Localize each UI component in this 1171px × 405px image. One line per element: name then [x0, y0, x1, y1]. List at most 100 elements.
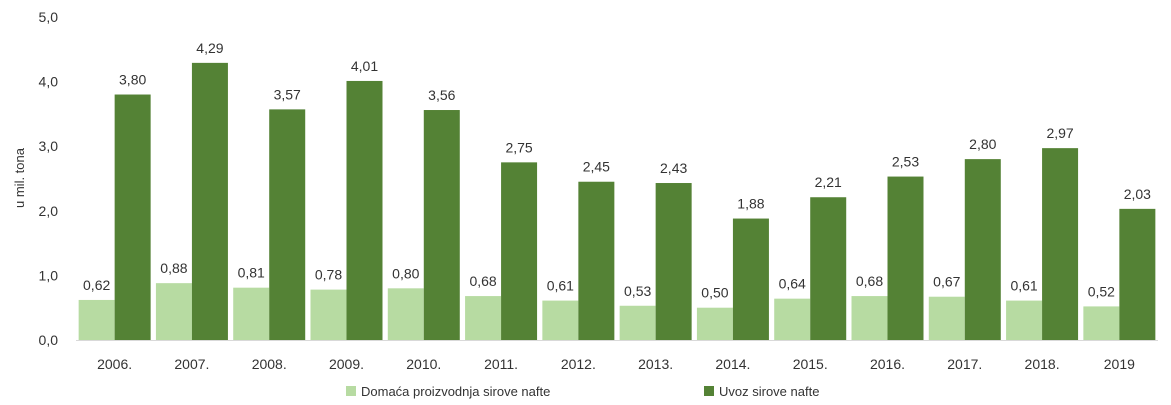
data-label-background	[927, 272, 966, 291]
data-label: 4,01	[351, 58, 378, 74]
y-tick-label: 3,0	[39, 138, 59, 154]
data-label: 0,62	[83, 277, 110, 293]
data-label-background	[1005, 276, 1044, 295]
x-tick-label: 2007.	[174, 356, 209, 372]
bar-import	[810, 197, 847, 340]
data-label-background	[850, 272, 889, 291]
bar-domestic-production	[155, 283, 192, 340]
bar-domestic-production	[619, 305, 656, 340]
legend-label-import: Uvoz sirove nafte	[719, 384, 819, 399]
x-tick-label: 2009.	[329, 356, 364, 372]
y-tick-label: 4,0	[39, 74, 59, 90]
legend-swatch-import	[704, 386, 714, 396]
data-label-background	[232, 263, 271, 282]
bar-domestic-production	[387, 288, 424, 340]
data-label: 0,61	[547, 278, 574, 294]
data-label-background	[618, 281, 657, 300]
bar-import	[964, 159, 1001, 340]
bar-import	[269, 109, 306, 341]
data-label: 3,57	[274, 86, 301, 102]
bar-import	[732, 218, 769, 340]
bar-domestic-production	[928, 296, 965, 340]
data-label-background	[77, 275, 116, 294]
bar-import	[191, 62, 228, 341]
bar-import	[887, 176, 924, 340]
data-label: 3,80	[119, 72, 146, 88]
data-label-background	[541, 276, 580, 295]
bar-domestic-production	[310, 289, 347, 340]
data-label-background	[190, 38, 229, 57]
bar-import	[1042, 148, 1079, 340]
bar-import	[1119, 208, 1156, 340]
y-tick-label: 2,0	[39, 203, 59, 219]
data-label-background	[1118, 184, 1157, 203]
x-axis: 2006. 2007. 2008. 2009. 2010. 2011. 2012. 2013.…	[76, 340, 1158, 372]
bar-domestic-production	[542, 300, 579, 340]
data-label-background	[345, 56, 384, 75]
bar-domestic-production	[774, 298, 811, 340]
data-label: 4,29	[196, 40, 223, 56]
bar-import	[346, 80, 383, 340]
x-tick-label: 2019	[1104, 356, 1135, 372]
data-label-background	[886, 152, 925, 171]
data-label: 0,50	[701, 285, 728, 301]
data-label-background	[386, 264, 425, 283]
data-label-background	[695, 283, 734, 302]
bar-domestic-production	[465, 296, 502, 340]
data-label-background	[773, 274, 812, 293]
bar-domestic-production	[78, 299, 115, 340]
legend-swatch-domestic	[346, 386, 356, 396]
data-label: 3,56	[428, 87, 455, 103]
data-label: 2,80	[969, 136, 996, 152]
bar-domestic-production	[1006, 300, 1043, 340]
bar-import	[655, 183, 692, 340]
data-label-background	[654, 159, 693, 178]
data-label: 2,45	[583, 159, 610, 175]
data-label: 0,68	[856, 273, 883, 289]
data-label-background	[731, 194, 770, 213]
legend: Domaća proizvodnja sirove nafte Uvoz siro…	[346, 384, 819, 399]
data-label: 2,75	[505, 139, 532, 155]
data-label-background	[963, 135, 1002, 154]
x-tick-label: 2016.	[870, 356, 905, 372]
x-tick-label: 2014.	[715, 356, 750, 372]
data-label: 0,64	[779, 276, 806, 292]
data-label: 2,97	[1046, 125, 1073, 141]
x-tick-label: 2015.	[793, 356, 828, 372]
data-label-background	[1082, 282, 1121, 301]
y-axis: 0,0 1,0 2,0 3,0 4,0 5,0	[39, 9, 59, 348]
data-label: 2,53	[892, 154, 919, 170]
data-label-background	[154, 259, 193, 278]
bar-domestic-production	[1083, 306, 1120, 340]
data-label-background	[113, 70, 152, 89]
data-label: 2,21	[815, 174, 842, 190]
data-label: 0,88	[160, 260, 187, 276]
data-label: 0,68	[469, 273, 496, 289]
data-label: 0,52	[1088, 283, 1115, 299]
legend-label-domestic: Domaća proizvodnja sirove nafte	[361, 384, 550, 399]
x-tick-label: 2006.	[97, 356, 132, 372]
bar-import	[578, 181, 615, 340]
x-tick-label: 2017.	[947, 356, 982, 372]
bar-domestic-production	[696, 307, 733, 340]
data-label-background	[577, 157, 616, 176]
bar-import	[114, 94, 151, 341]
data-label-background	[500, 138, 539, 157]
data-label-background	[422, 86, 461, 105]
bar-domestic-production	[851, 296, 888, 340]
x-tick-label: 2013.	[638, 356, 673, 372]
data-label: 2,43	[660, 160, 687, 176]
x-tick-label: 2011.	[484, 356, 518, 372]
x-tick-label: 2012.	[561, 356, 596, 372]
data-label-background	[464, 272, 503, 291]
data-label: 0,78	[315, 267, 342, 283]
y-tick-label: 5,0	[39, 9, 59, 25]
data-label: 0,53	[624, 283, 651, 299]
data-label: 1,88	[737, 196, 764, 212]
data-label-background	[809, 173, 848, 192]
data-label: 0,67	[933, 274, 960, 290]
data-label: 2,03	[1124, 186, 1151, 202]
x-tick-label: 2008.	[252, 356, 287, 372]
data-label: 0,81	[238, 265, 265, 281]
